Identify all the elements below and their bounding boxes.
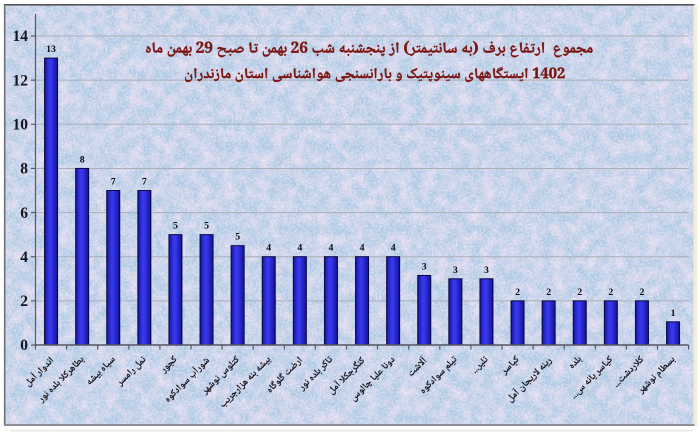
svg-text:3: 3 <box>484 265 489 276</box>
svg-text:1: 1 <box>671 308 676 319</box>
svg-text:2: 2 <box>577 287 582 298</box>
svg-text:6: 6 <box>20 205 28 222</box>
svg-text:2: 2 <box>20 293 28 310</box>
svg-text:10: 10 <box>13 117 29 134</box>
svg-text:5: 5 <box>204 221 209 232</box>
svg-text:7: 7 <box>142 177 147 188</box>
svg-text:8: 8 <box>20 161 28 178</box>
svg-text:3: 3 <box>422 261 427 272</box>
svg-text:12: 12 <box>13 72 29 89</box>
svg-text:2: 2 <box>546 287 551 298</box>
svg-text:0: 0 <box>20 337 28 354</box>
svg-text:2: 2 <box>515 287 520 298</box>
svg-text:4: 4 <box>360 243 365 254</box>
svg-text:5: 5 <box>173 221 178 232</box>
svg-text:14: 14 <box>13 28 29 45</box>
svg-text:2: 2 <box>608 287 613 298</box>
svg-text:4: 4 <box>391 243 396 254</box>
svg-text:4: 4 <box>20 249 28 266</box>
svg-text:2: 2 <box>639 287 644 298</box>
svg-text:13: 13 <box>46 44 56 55</box>
svg-text:7: 7 <box>111 177 116 188</box>
svg-text:4: 4 <box>297 243 302 254</box>
svg-text:5: 5 <box>235 232 240 243</box>
svg-text:4: 4 <box>266 243 271 254</box>
svg-text:8: 8 <box>80 154 85 165</box>
svg-text:4: 4 <box>328 243 333 254</box>
svg-text:3: 3 <box>453 265 458 276</box>
